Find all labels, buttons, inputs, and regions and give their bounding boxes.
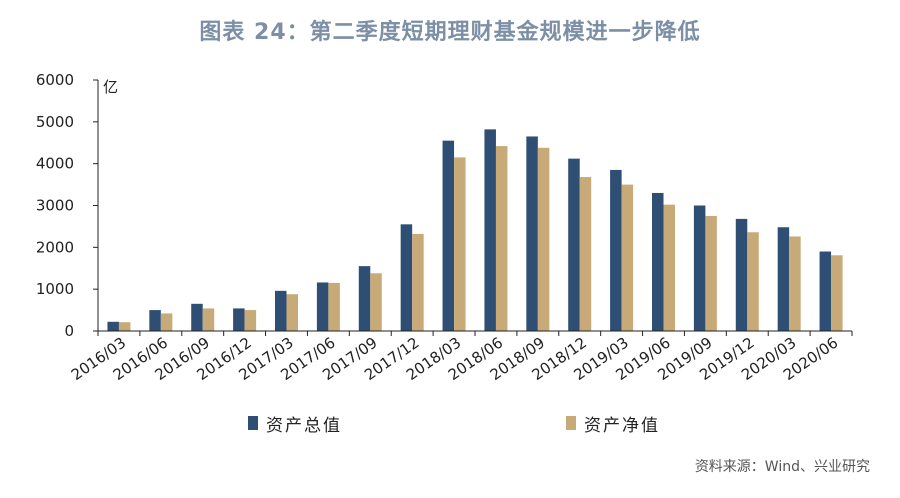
bar-net	[118, 322, 131, 331]
y-tick-label: 3000	[36, 197, 74, 215]
bar-total	[191, 303, 203, 331]
legend-label-total: 资产总值	[266, 415, 342, 436]
bars-layer	[107, 129, 843, 331]
bar-total	[819, 251, 832, 331]
y-tick-label: 5000	[36, 113, 74, 131]
legend-item-net: 资产净值	[566, 413, 660, 436]
bar-net	[621, 184, 634, 331]
bar-net	[663, 204, 675, 331]
bar-total	[568, 158, 580, 331]
bar-total	[316, 282, 329, 331]
bar-net	[831, 255, 843, 331]
bar-net	[789, 236, 801, 331]
bar-total	[149, 310, 161, 331]
bar-total	[610, 169, 622, 331]
y-tick-label: 6000	[36, 71, 74, 89]
bar-net	[705, 215, 717, 331]
source-note: 资料来源：Wind、兴业研究	[694, 459, 870, 475]
legend-item-total: 资产总值	[248, 413, 342, 436]
bar-total	[107, 321, 119, 331]
bar-net	[328, 282, 340, 331]
bar-net	[537, 147, 550, 331]
bar-net	[495, 146, 508, 331]
legend-swatch-net	[566, 416, 576, 430]
bar-net	[244, 310, 257, 331]
y-tick-label: 0	[64, 322, 74, 340]
bar-total	[233, 308, 245, 331]
bar-net	[579, 177, 592, 331]
bar-net	[412, 233, 424, 331]
bar-total	[735, 218, 748, 331]
y-tick-label: 1000	[36, 280, 74, 298]
bar-net	[747, 232, 759, 331]
y-tick-label: 2000	[36, 238, 74, 256]
bar-total	[400, 224, 413, 331]
bar-net	[160, 313, 173, 331]
bar-total	[652, 192, 664, 331]
bar-net	[286, 294, 298, 331]
y-tick-label: 4000	[36, 155, 74, 173]
y-axis-unit-label: 亿	[103, 78, 119, 96]
bar-net	[202, 308, 215, 331]
bar-total	[777, 227, 790, 331]
chart-title: 图表 24：第二季度短期理财基金规模进一步降低	[199, 20, 701, 45]
legend-swatch-total	[248, 416, 258, 430]
legend-label-net: 资产净值	[584, 415, 660, 436]
bar-total	[484, 129, 496, 331]
bar-total	[526, 136, 538, 331]
bar-net	[454, 157, 466, 331]
bar-total	[275, 290, 287, 331]
bar-total	[693, 205, 706, 331]
bar-total	[358, 266, 371, 331]
bar-net	[370, 273, 382, 331]
bar-total	[442, 140, 455, 331]
